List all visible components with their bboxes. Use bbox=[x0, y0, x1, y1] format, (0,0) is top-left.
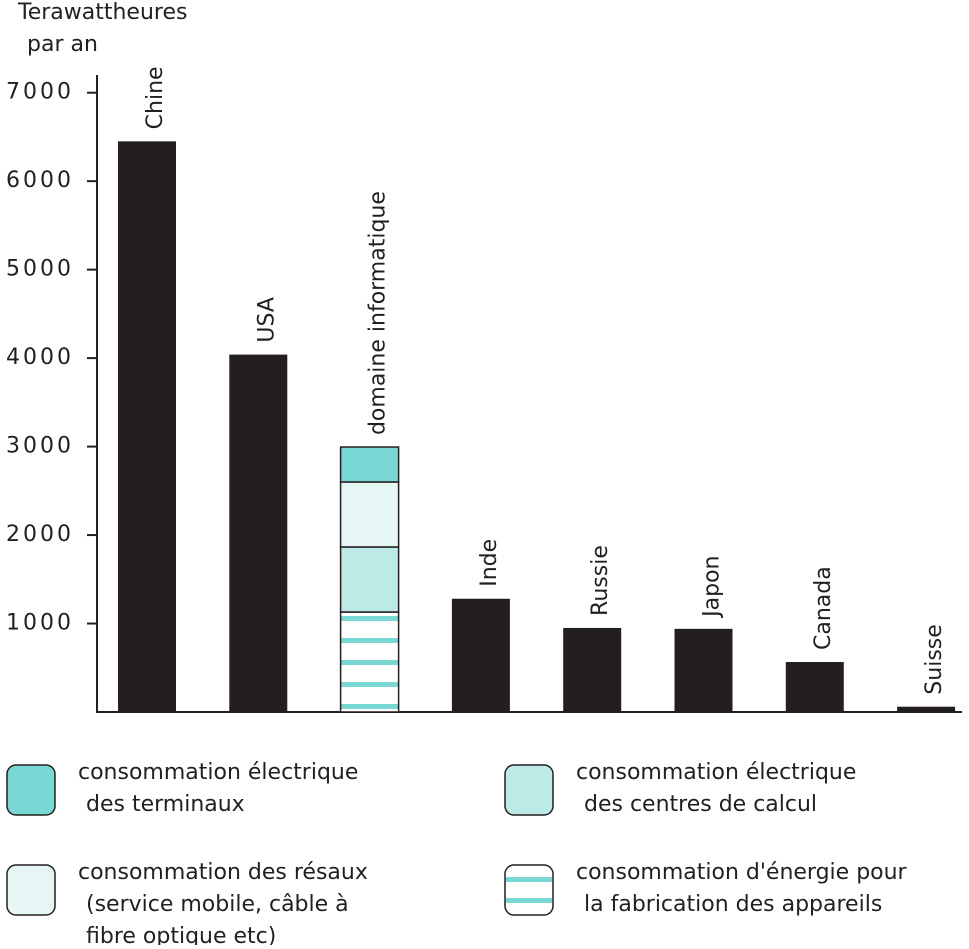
bar bbox=[339, 546, 400, 613]
category-label: domaine informatique bbox=[366, 191, 391, 435]
legend-label: consommation d'énergie pour bbox=[576, 860, 908, 885]
category-label: Suisse bbox=[922, 624, 947, 694]
legend-swatch bbox=[6, 764, 56, 816]
legend-stripe bbox=[506, 877, 552, 882]
bar bbox=[118, 141, 176, 712]
y-tick-label: 1000 bbox=[6, 611, 74, 636]
category-label: Russie bbox=[588, 545, 613, 616]
y-tick-label: 3000 bbox=[6, 434, 74, 459]
y-tick-label: 6000 bbox=[6, 168, 74, 193]
legend-label: des terminaux bbox=[86, 792, 245, 817]
bar bbox=[339, 481, 400, 548]
y-tick-label: 5000 bbox=[6, 257, 74, 282]
bar bbox=[674, 628, 733, 712]
y-axis-label: par an bbox=[27, 32, 98, 57]
bar bbox=[339, 611, 400, 713]
category-label: Chine bbox=[143, 66, 168, 129]
legend-label: consommation des résaux bbox=[78, 860, 368, 885]
legend-swatch bbox=[6, 864, 56, 916]
legend-label: (service mobile, câble à bbox=[86, 892, 349, 917]
y-axis-label: Terawattheures bbox=[17, 0, 187, 25]
y-tick-label: 7000 bbox=[6, 80, 74, 105]
legend-stripe bbox=[506, 898, 552, 903]
legend-swatch bbox=[504, 764, 554, 816]
legend-label: la fabrication des appareils bbox=[584, 892, 882, 917]
legend-swatch bbox=[504, 864, 554, 916]
category-label: Canada bbox=[811, 566, 836, 650]
bar bbox=[339, 446, 400, 483]
y-tick-label: 2000 bbox=[6, 522, 74, 547]
bar bbox=[563, 627, 622, 712]
category-label: Inde bbox=[477, 539, 502, 587]
legend-label: fibre optique etc) bbox=[86, 924, 276, 945]
category-label: Japon bbox=[700, 555, 725, 618]
legend-label: des centres de calcul bbox=[584, 792, 817, 817]
bar bbox=[451, 598, 510, 712]
legend-label: consommation électrique bbox=[78, 760, 358, 785]
y-tick-label: 4000 bbox=[6, 345, 74, 370]
category-label: USA bbox=[254, 297, 279, 343]
bar bbox=[229, 354, 288, 712]
bar bbox=[785, 662, 844, 712]
legend-label: consommation électrique bbox=[576, 760, 856, 785]
bar bbox=[897, 706, 956, 712]
